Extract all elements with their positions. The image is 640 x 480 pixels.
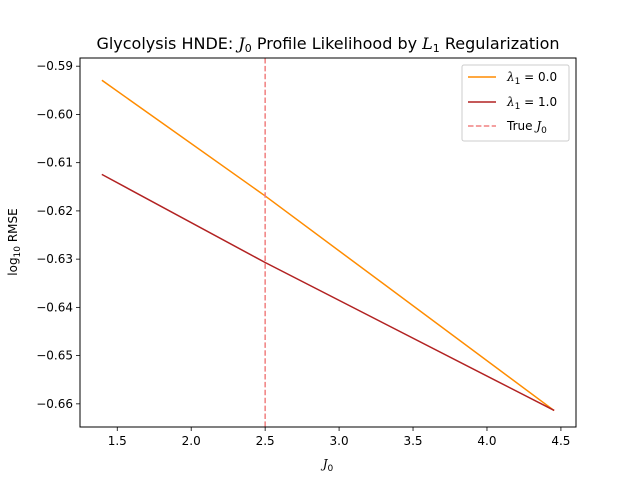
legend-0-symbol: λ — [506, 70, 515, 84]
y-label-subscript: 10 — [13, 246, 23, 258]
y-tick-label: −0.66 — [36, 397, 73, 411]
y-tick-label: −0.64 — [36, 300, 73, 314]
title-symbol-l: L — [421, 34, 433, 53]
y-tick-label: −0.60 — [36, 107, 73, 121]
legend-label-true-j0: True J0 — [506, 119, 547, 136]
legend-ref-subscript: 0 — [541, 126, 547, 136]
legend-1-symbol: λ — [506, 95, 515, 109]
legend-ref-symbol: J — [533, 119, 542, 133]
title-suffix: Regularization — [440, 34, 560, 53]
legend-label-lambda-0: λ1 = 0.0 — [506, 70, 557, 87]
legend-label-lambda-1: λ1 = 1.0 — [506, 95, 557, 112]
y-axis-label: log10 RMSE — [6, 208, 23, 275]
y-label-rest: RMSE — [6, 208, 20, 246]
y-tick-label: −0.59 — [36, 59, 73, 73]
y-tick-label: −0.62 — [36, 204, 73, 218]
legend-0-rest: = 0.0 — [520, 70, 557, 84]
legend-1-subscript: 1 — [515, 102, 521, 112]
chart-title: Glycolysis HNDE: J0 Profile Likelihood b… — [96, 34, 559, 55]
x-tick-label: 1.5 — [108, 434, 127, 448]
x-tick-label: 4.0 — [477, 434, 496, 448]
x-tick-label: 2.0 — [182, 434, 201, 448]
legend-box — [461, 64, 570, 142]
title-symbol-j: J — [235, 34, 246, 53]
title-middle: Profile Likelihood by — [252, 34, 422, 53]
series-line-lambda-1 — [101, 173, 555, 412]
x-label-symbol: J — [320, 457, 329, 471]
y-tick-label: −0.63 — [36, 252, 73, 266]
y-label-base: log — [6, 257, 20, 275]
x-tick-label: 3.5 — [403, 434, 422, 448]
title-prefix: Glycolysis HNDE: — [96, 34, 238, 53]
title-subscript-0: 0 — [245, 42, 252, 55]
x-tick-label: 3.0 — [330, 434, 349, 448]
x-tick-label: 2.5 — [256, 434, 275, 448]
y-axis-ticks: −0.59 −0.60 −0.61 −0.62 −0.63 −0.64 −0.65 −0.66 — [36, 59, 80, 411]
y-tick-label: −0.65 — [36, 349, 73, 363]
plot-frame — [79, 57, 577, 428]
x-tick-label: 4.5 — [551, 434, 570, 448]
legend-ref-text: True — [506, 119, 536, 133]
x-label-subscript: 0 — [328, 464, 334, 474]
legend: λ1 = 0.0 λ1 = 1.0 True J0 — [461, 64, 570, 142]
x-axis-ticks: 1.5 2.0 2.5 3.0 3.5 4.0 4.5 — [108, 427, 570, 448]
title-subscript-1: 1 — [433, 42, 440, 55]
y-tick-label: −0.61 — [36, 156, 73, 170]
legend-1-rest: = 1.0 — [520, 95, 557, 109]
x-axis-label: J0 — [320, 457, 334, 474]
legend-0-subscript: 1 — [515, 77, 521, 87]
